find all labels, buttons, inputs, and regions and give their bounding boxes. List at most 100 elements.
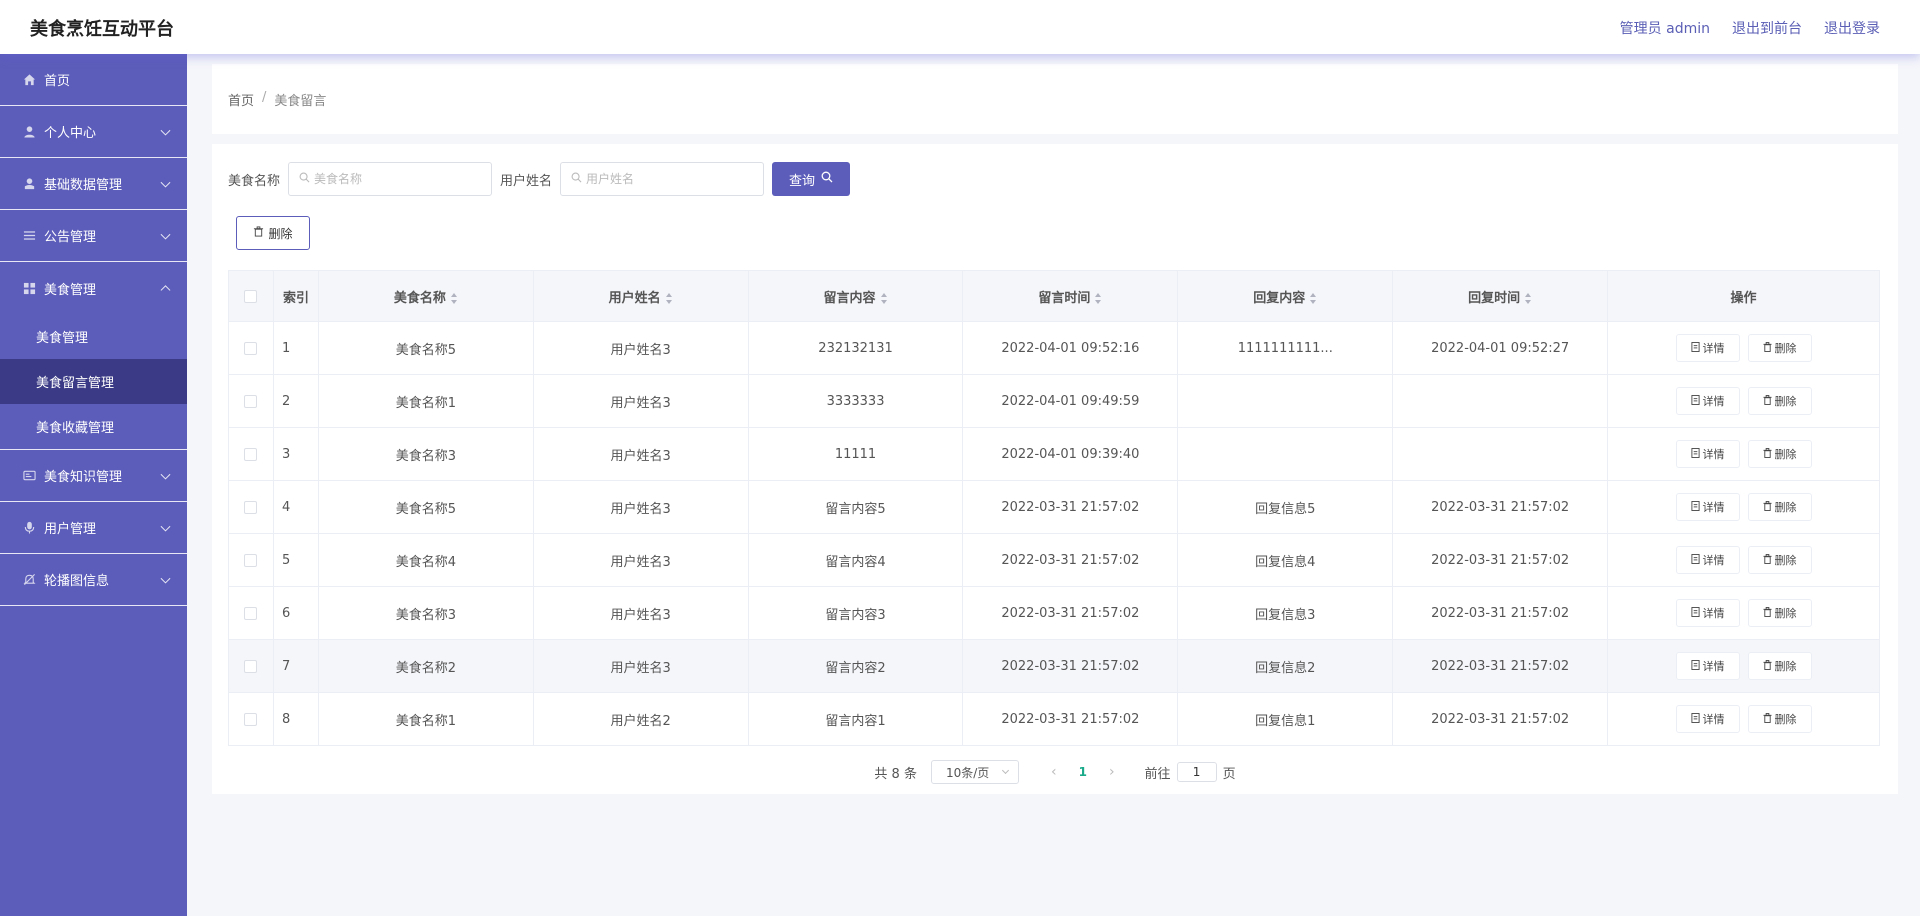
cell-time: 2022-04-01 09:49:59: [962, 374, 1179, 428]
detail-button[interactable]: 详情: [1675, 493, 1740, 521]
row-checkbox[interactable]: [244, 712, 258, 726]
submenu-item-food-favorite[interactable]: 美食收藏管理: [36, 421, 115, 436]
row-delete-button[interactable]: 删除: [1747, 652, 1812, 680]
row-delete-button[interactable]: 删除: [1747, 546, 1812, 574]
cell-reply: 回复信息5: [1177, 480, 1394, 534]
breadcrumb-card: 首页 / 美食留言: [212, 64, 1898, 134]
sort-icon[interactable]: [450, 292, 458, 304]
cell-time: 2022-04-01 09:39:40: [962, 427, 1179, 481]
page-size-value: 10条/页: [945, 765, 990, 780]
sidebar-item-food-knowledge[interactable]: 美食知识管理: [0, 450, 187, 502]
sort-icon[interactable]: [665, 292, 673, 304]
header-message-time[interactable]: 留言时间: [962, 270, 1179, 322]
detail-button[interactable]: 详情: [1675, 334, 1740, 362]
sidebar-item-notice[interactable]: 公告管理: [0, 210, 187, 262]
row-checkbox[interactable]: [244, 394, 258, 408]
goto-page-input[interactable]: [1176, 762, 1217, 782]
prev-page-icon[interactable]: ‹: [1050, 764, 1057, 780]
admin-label[interactable]: 管理员 admin: [1619, 21, 1710, 37]
sort-icon[interactable]: [880, 292, 888, 304]
sort-icon[interactable]: [1310, 292, 1317, 304]
sidebar-item-users[interactable]: 用户管理: [0, 502, 187, 554]
goto-suffix: 页: [1222, 766, 1236, 782]
user-name-label: 用户姓名: [500, 173, 553, 189]
document-icon: [1690, 341, 1700, 355]
submenu-item-food-message[interactable]: 美食留言管理: [0, 359, 187, 404]
search-icon: [571, 172, 582, 187]
header-reply-content[interactable]: 回复内容: [1177, 270, 1394, 322]
sidebar-item-basic-data[interactable]: 基础数据管理: [0, 158, 187, 210]
detail-button[interactable]: 详情: [1675, 652, 1740, 680]
top-header: 美食烹饪互动平台 管理员 admin 退出到前台 退出登录: [0, 0, 1920, 54]
cell-food: 美食名称1: [317, 692, 534, 746]
chevron-down-icon: [160, 469, 171, 480]
cell-operations: 详情 删除: [1607, 533, 1880, 587]
table-row: 8 美食名称1 用户姓名2 留言内容1 2022-03-31 21:57:02 回复信息1…: [228, 692, 1880, 746]
detail-label: 详情: [1702, 660, 1725, 673]
sidebar-item-home[interactable]: 首页: [0, 54, 187, 106]
sidebar-item-personal-center[interactable]: 个人中心: [0, 106, 187, 158]
detail-button[interactable]: 详情: [1675, 440, 1740, 468]
cell-operations: 详情 删除: [1607, 374, 1880, 428]
trash-icon: [1762, 553, 1772, 567]
cell-content: 留言内容2: [747, 639, 964, 693]
logout-link[interactable]: 退出登录: [1824, 21, 1880, 37]
header-reply-time[interactable]: 回复时间: [1392, 270, 1609, 322]
row-checkbox[interactable]: [244, 447, 258, 461]
row-delete-button[interactable]: 删除: [1747, 334, 1812, 362]
cell-index: 1: [272, 321, 319, 375]
table-row: 4 美食名称5 用户姓名3 留言内容5 2022-03-31 21:57:02 回复信息5…: [228, 480, 1880, 534]
chevron-down-icon: [1001, 766, 1010, 775]
cell-content: 3333333: [747, 374, 964, 428]
header-user-name[interactable]: 用户姓名: [532, 270, 749, 322]
header-index: 索引: [272, 270, 319, 322]
sidebar-item-carousel[interactable]: 轮播图信息: [0, 554, 187, 606]
cell-index: 5: [272, 533, 319, 587]
detail-button[interactable]: 详情: [1675, 599, 1740, 627]
row-delete-button[interactable]: 删除: [1747, 705, 1812, 733]
detail-button[interactable]: 详情: [1675, 546, 1740, 574]
pagination: 共 8 条 10条/页 ‹ 1 › 前往 页: [212, 758, 1898, 786]
batch-delete-button[interactable]: 删除: [236, 216, 310, 250]
food-name-input[interactable]: [314, 172, 485, 186]
query-button[interactable]: 查询: [772, 162, 851, 196]
row-checkbox[interactable]: [244, 341, 258, 355]
cell-content: 留言内容4: [747, 533, 964, 587]
cell-reply-time: 2022-04-01 09:52:27: [1392, 321, 1609, 375]
sidebar-item-food[interactable]: 美食管理: [0, 262, 187, 314]
detail-button[interactable]: 详情: [1675, 705, 1740, 733]
cell-reply: [1177, 374, 1394, 428]
row-delete-button[interactable]: 删除: [1747, 493, 1812, 521]
sort-icon[interactable]: [1095, 292, 1102, 304]
detail-label: 详情: [1702, 448, 1725, 461]
header-message-content[interactable]: 留言内容: [747, 270, 964, 322]
submenu-item-food-manage[interactable]: 美食管理: [36, 331, 89, 346]
row-checkbox[interactable]: [244, 500, 258, 514]
select-all-checkbox[interactable]: [244, 289, 258, 303]
row-checkbox[interactable]: [244, 606, 258, 620]
next-page-icon[interactable]: ›: [1108, 764, 1115, 780]
cell-time: 2022-03-31 21:57:02: [962, 586, 1179, 640]
sort-icon[interactable]: [1525, 292, 1532, 304]
detail-button[interactable]: 详情: [1675, 387, 1740, 415]
user-name-input[interactable]: [586, 172, 757, 186]
bell-off-icon: [22, 573, 36, 587]
table-header-row: 索引 美食名称 用户姓名 留言内容 留言时间 回复内容 回复时间 操作: [228, 270, 1880, 322]
row-checkbox[interactable]: [244, 553, 258, 567]
row-delete-button[interactable]: 删除: [1747, 387, 1812, 415]
document-icon: [1690, 500, 1700, 514]
to-front-link[interactable]: 退出到前台: [1732, 21, 1802, 37]
header-operations-label: 操作: [1730, 290, 1757, 306]
cell-reply-time: 2022-03-31 21:57:02: [1392, 639, 1609, 693]
content-card: 美食名称 用户姓名 查询 删除: [212, 144, 1898, 794]
breadcrumb-home[interactable]: 首页: [228, 94, 255, 109]
row-delete-button[interactable]: 删除: [1747, 599, 1812, 627]
row-checkbox[interactable]: [244, 659, 258, 673]
header-user-name-label: 用户姓名: [608, 290, 661, 306]
header-food-name[interactable]: 美食名称: [317, 270, 534, 322]
cell-reply: 回复信息1: [1177, 692, 1394, 746]
detail-label: 详情: [1702, 501, 1725, 514]
row-delete-button[interactable]: 删除: [1747, 440, 1812, 468]
page-size-select[interactable]: 10条/页: [930, 760, 1019, 784]
page-number[interactable]: 1: [1078, 765, 1087, 779]
